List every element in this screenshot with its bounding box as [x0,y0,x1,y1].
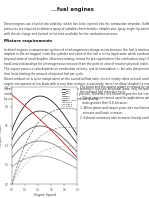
Text: The boost and the engine power increases by raising
the injected fuel mass per c: The boost and the engine power increases… [80,85,149,120]
X-axis label: Engine Speed: Engine Speed [34,193,56,197]
Y-axis label: Torque / Power: Torque / Power [0,124,3,147]
Text: ...fuel engines: ...fuel engines [51,7,94,12]
Text: In diesel engines a compression ignition of a heterogeneous charge occurs becaus: In diesel engines a compression ignition… [4,48,149,101]
Text: Mixture requirements: Mixture requirements [4,39,53,43]
Text: Diesel engines use a fuel of low volatility, which has to be injected into the c: Diesel engines use a fuel of low volatil… [4,22,149,36]
Legend: 100%, 80%, 60%, 40%, 20%, fuel limit, pwr 1, pwr 2, pwr 3: 100%, 80%, 60%, 40%, 20%, fuel limit, pw… [61,88,77,108]
Text: PDF: PDF [7,7,32,17]
